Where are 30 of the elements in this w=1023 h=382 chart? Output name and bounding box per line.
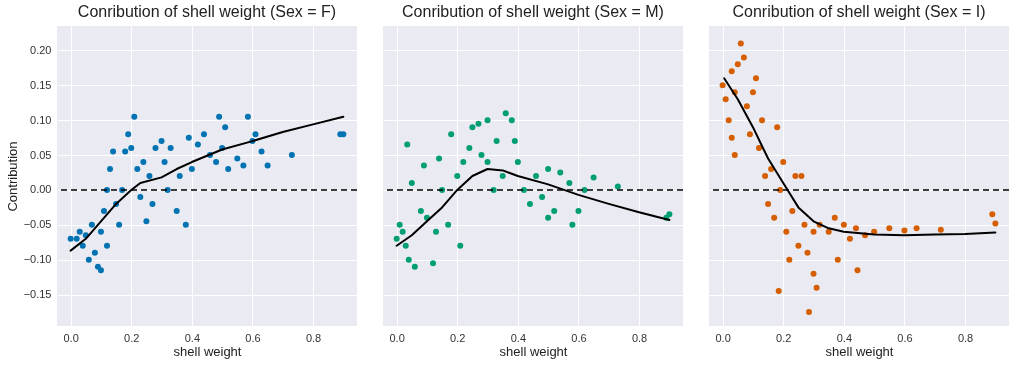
chart-title: Conribution of shell weight (Sex = M) — [402, 3, 664, 20]
y-tick-label: −0.10 — [23, 253, 52, 266]
x-tick-label: 0.0 — [63, 331, 79, 344]
x-tick-label: 0.8 — [305, 331, 322, 344]
y-tick-label: 0.20 — [30, 43, 52, 56]
x-tick-label: 0.2 — [776, 331, 792, 344]
y-tick-label: −0.05 — [23, 218, 52, 231]
x-tick-label: 0.8 — [957, 331, 974, 344]
chart-title: Conribution of shell weight (Sex = F) — [77, 3, 337, 20]
x-tick-label: 0.6 — [571, 331, 587, 344]
x-tick-label: 0.4 — [184, 331, 200, 344]
x-tick-label: 0.4 — [510, 331, 526, 344]
x-axis-title: shell weight — [825, 343, 894, 359]
x-tick-label: 0.4 — [836, 331, 852, 344]
x-tick-label: 0.0 — [715, 331, 731, 344]
x-tick-label: 0.2 — [124, 331, 140, 344]
x-axis-title: shell weight — [499, 343, 568, 359]
x-tick-label: 0.0 — [389, 331, 405, 344]
y-tick-label: −0.15 — [23, 288, 52, 301]
x-tick-label: 0.2 — [450, 331, 466, 344]
y-tick-label: 0.05 — [30, 148, 52, 161]
x-tick-label: 0.8 — [631, 331, 648, 344]
x-axis-title: shell weight — [173, 343, 242, 359]
x-tick-label: 0.6 — [897, 331, 913, 344]
y-tick-label: 0.00 — [30, 183, 52, 196]
y-axis-title: Contribution — [4, 141, 20, 212]
x-tick-label: 0.6 — [245, 331, 261, 344]
chart-title: Conribution of shell weight (Sex = I) — [732, 3, 986, 20]
y-tick-label: 0.10 — [30, 113, 52, 126]
y-tick-label: 0.15 — [30, 78, 52, 91]
